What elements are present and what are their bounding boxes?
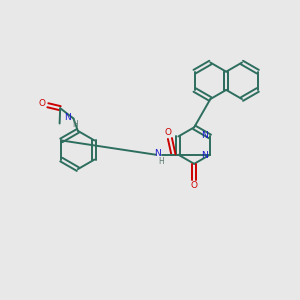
- Text: N: N: [201, 151, 208, 160]
- Text: O: O: [38, 99, 45, 108]
- Text: H: H: [72, 121, 78, 130]
- Text: O: O: [165, 128, 172, 137]
- Text: N: N: [64, 112, 71, 122]
- Text: H: H: [158, 157, 164, 166]
- Text: N: N: [201, 131, 208, 140]
- Text: O: O: [191, 181, 198, 190]
- Text: N: N: [154, 149, 160, 158]
